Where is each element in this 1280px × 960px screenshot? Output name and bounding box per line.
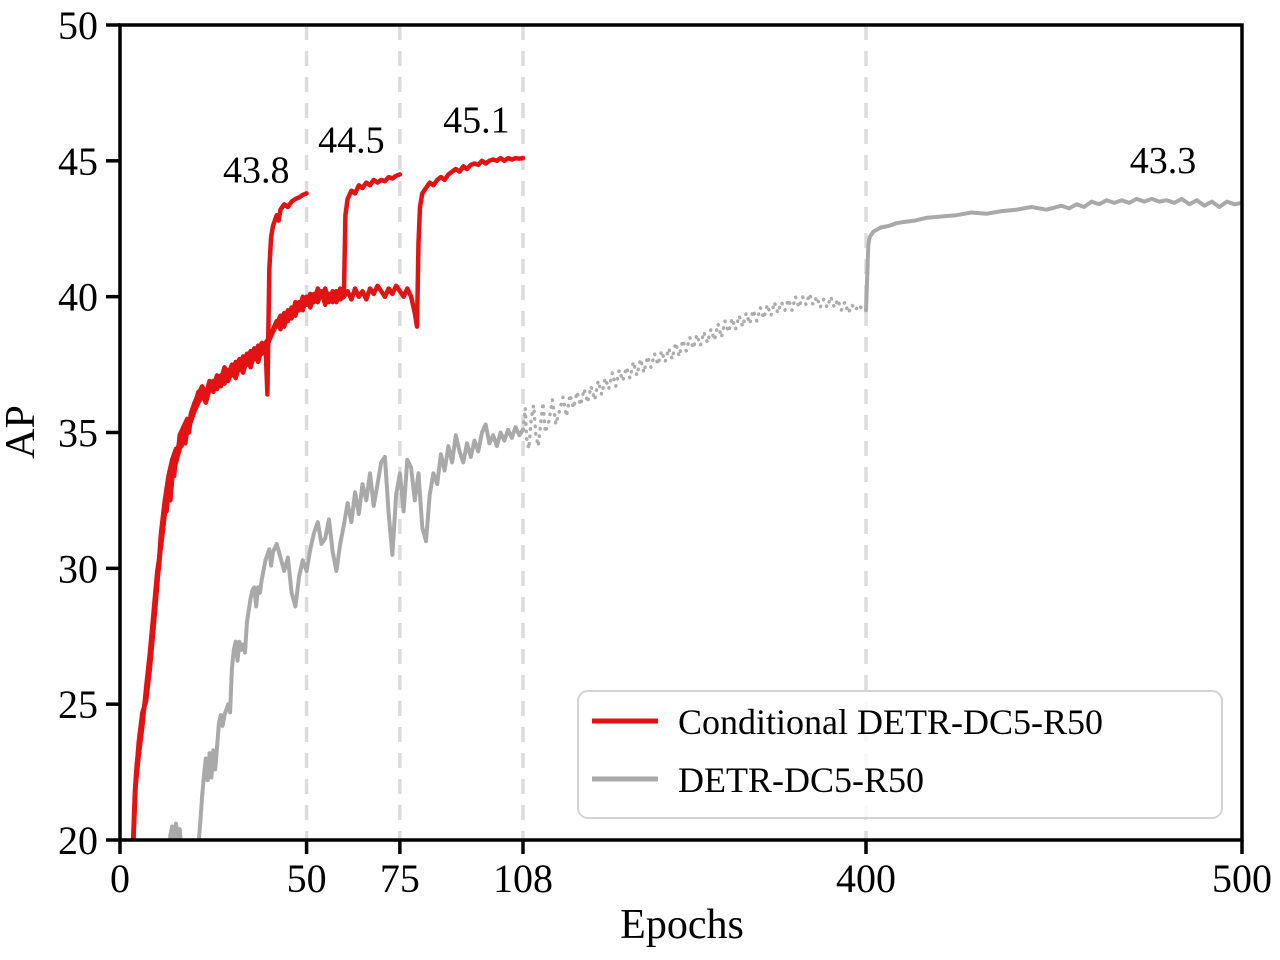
series-conditional-detr-dc5-r50-108ep xyxy=(131,155,526,839)
legend: Conditional DETR-DC5-R50 DETR-DC5-R50 xyxy=(577,690,1223,819)
y-tick-label-35: 35 xyxy=(58,411,98,456)
series-detr-dc5-r50-solid-400-500 xyxy=(864,196,1241,313)
x-tick-label-500: 500 xyxy=(1212,856,1272,901)
legend-label-detr: DETR-DC5-R50 xyxy=(678,760,924,800)
y-tick-label-25: 25 xyxy=(58,682,98,727)
x-tick-label-50: 50 xyxy=(287,856,327,901)
y-tick-label-40: 40 xyxy=(58,275,98,320)
y-tick-label-50: 50 xyxy=(58,3,98,48)
annotation-43.3: 43.3 xyxy=(1130,140,1197,182)
y-tick-label-30: 30 xyxy=(58,546,98,591)
series-detr-dc5-r50-solid-0-108 xyxy=(168,422,525,839)
y-tick-label-45: 45 xyxy=(58,139,98,184)
y-axis-label: AP xyxy=(0,405,44,459)
legend-box xyxy=(577,690,1223,819)
annotation-44.5: 44.5 xyxy=(318,120,385,162)
x-tick-label-75: 75 xyxy=(380,856,420,901)
x-tick-label-400: 400 xyxy=(836,856,896,901)
x-tick-label-0: 0 xyxy=(110,856,130,901)
annotations-layer: 43.8 44.5 45.1 43.3 xyxy=(223,99,1196,191)
annotation-43.8: 43.8 xyxy=(223,150,290,192)
series-detr-dc5-r50-dotted-108-400 xyxy=(521,292,868,451)
plot-frame xyxy=(118,23,1244,842)
legend-label-conditional-detr: Conditional DETR-DC5-R50 xyxy=(678,702,1103,742)
annotation-45.1: 45.1 xyxy=(443,99,510,141)
series-layer xyxy=(130,155,1241,839)
ticks-layer: 0 50 75 108 400 500 20 25 30 35 40 45 50 xyxy=(58,3,1272,901)
x-tick-label-108: 108 xyxy=(493,856,553,901)
x-axis-label: Epochs xyxy=(620,902,744,948)
y-tick-label-20: 20 xyxy=(58,818,98,863)
